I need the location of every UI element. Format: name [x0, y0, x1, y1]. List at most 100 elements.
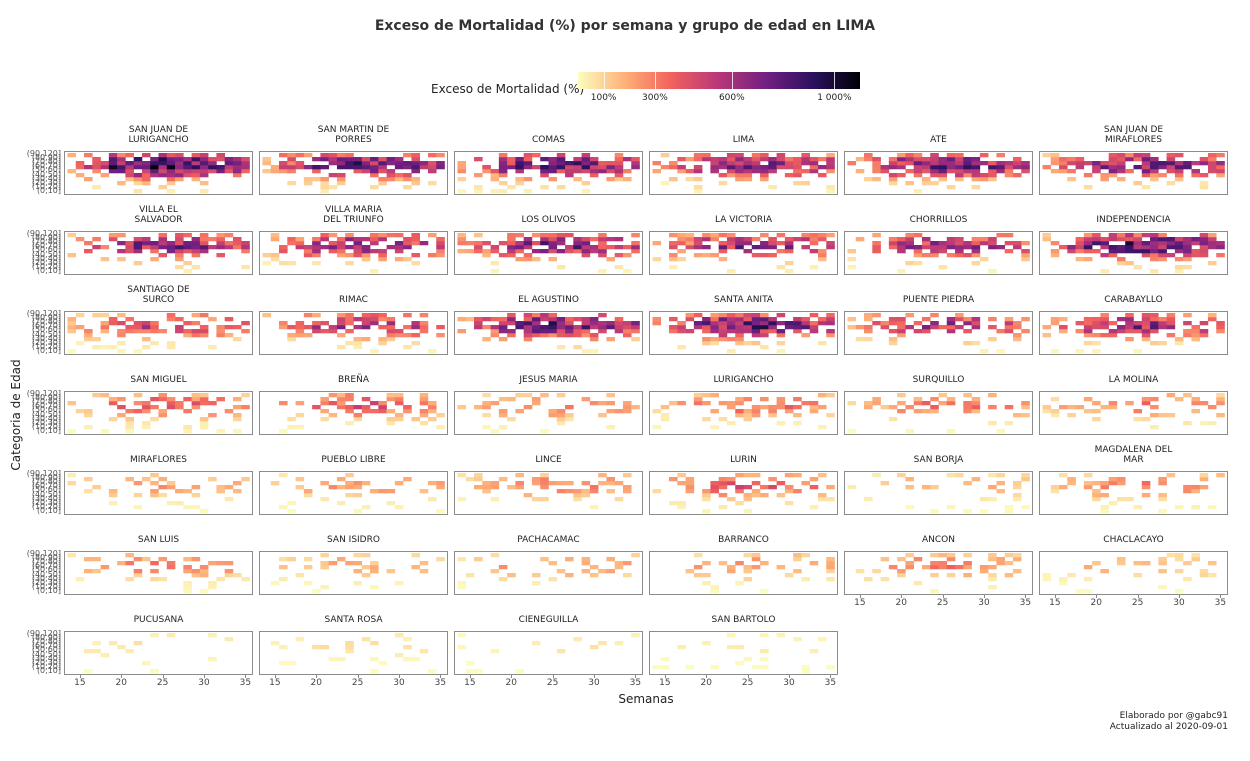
heatmap-cell	[743, 317, 753, 322]
heatmap-cell	[963, 553, 972, 558]
heatmap-cell	[776, 153, 786, 158]
heatmap-cell	[971, 397, 981, 402]
legend-tick-label: 300%	[642, 93, 668, 103]
heatmap-cell	[677, 237, 686, 242]
heatmap-cell	[67, 349, 77, 354]
heatmap-cell	[718, 161, 728, 166]
heatmap-cell	[979, 497, 989, 502]
y-axis-label: Categoria de Edad	[9, 359, 23, 471]
heatmap-cell	[963, 317, 972, 322]
heatmap-cell	[1166, 237, 1176, 242]
heatmap-cell	[784, 241, 794, 246]
heatmap-cell	[336, 177, 346, 182]
heatmap-cell	[793, 557, 802, 562]
heatmap-cell	[735, 561, 744, 566]
heatmap-cell	[303, 153, 313, 158]
heatmap-cell	[320, 237, 329, 242]
heatmap-cell	[1141, 233, 1151, 238]
heatmap-cell	[208, 633, 217, 638]
heatmap-cell	[726, 337, 736, 342]
heatmap-cell	[67, 329, 77, 334]
heatmap-cell	[191, 153, 201, 158]
heatmap-cell	[979, 565, 989, 570]
heatmap-cell	[776, 241, 786, 246]
heatmap-cell	[216, 233, 225, 238]
heatmap-cell	[540, 481, 549, 486]
heatmap-cell	[751, 153, 761, 158]
heatmap-cell	[760, 165, 769, 170]
heatmap-cell	[1100, 325, 1109, 330]
heatmap-cell	[394, 581, 404, 586]
heatmap-cell	[556, 185, 566, 190]
heatmap-cell	[183, 173, 192, 178]
heatmap-cell	[353, 341, 363, 346]
heatmap-cell	[622, 253, 632, 258]
heatmap-cell	[988, 485, 997, 490]
heatmap-cell	[295, 245, 305, 250]
heatmap-cell	[1083, 173, 1093, 178]
heatmap-cell	[548, 169, 558, 174]
heatmap-cell	[515, 181, 524, 186]
heatmap-cell	[411, 153, 420, 158]
heatmap-cell	[232, 397, 242, 402]
heatmap-cell	[702, 317, 711, 322]
heatmap-cell	[312, 261, 321, 266]
heatmap-cell	[224, 245, 234, 250]
heatmap-cell	[133, 237, 143, 242]
heatmap-cell	[888, 241, 898, 246]
heatmap-cell	[801, 237, 810, 242]
heatmap-cell	[125, 421, 134, 426]
heatmap-cell	[946, 317, 956, 322]
heatmap-cell	[141, 177, 151, 182]
heatmap-cell	[751, 341, 761, 346]
heatmap-cell	[370, 349, 379, 354]
heatmap-cell	[1021, 257, 1030, 262]
heatmap-cell	[817, 473, 827, 478]
heatmap-svg	[847, 473, 1030, 514]
heatmap-cell	[1083, 577, 1093, 582]
heatmap-cell	[141, 161, 151, 166]
heatmap-cell	[241, 169, 250, 174]
heatmap-cell	[345, 153, 354, 158]
heatmap-cell	[971, 249, 981, 254]
heatmap-cell	[84, 165, 93, 170]
heatmap-cell	[279, 565, 288, 570]
heatmap-cell	[702, 245, 711, 250]
heatmap-cell	[191, 165, 201, 170]
heatmap-cell	[718, 477, 728, 482]
heatmap-cell	[312, 245, 321, 250]
heatmap-cell	[370, 409, 379, 414]
heatmap-cell	[328, 173, 338, 178]
heatmap-cell	[930, 561, 939, 566]
heatmap-cell	[1092, 317, 1101, 322]
heatmap-cell	[457, 237, 467, 242]
heatmap-cell	[631, 329, 640, 334]
heatmap-cell	[913, 401, 923, 406]
heatmap-cell	[465, 573, 475, 578]
heatmap-cell	[971, 317, 981, 322]
y-tick-label: (90,120]	[26, 389, 61, 398]
heatmap-cell	[955, 317, 964, 322]
heatmap-cell	[1207, 165, 1217, 170]
heatmap-cell	[141, 421, 151, 426]
heatmap-cell	[150, 561, 159, 566]
heatmap-cell	[320, 645, 329, 650]
heatmap-cell	[897, 401, 906, 406]
heatmap-cell	[287, 181, 296, 186]
heatmap-cell	[436, 333, 445, 338]
heatmap-cell	[963, 481, 972, 486]
heatmap-cell	[702, 493, 711, 498]
heatmap-cell	[232, 157, 242, 162]
y-tick-label: (90,120]	[26, 149, 61, 158]
heatmap-cell	[946, 237, 956, 242]
heatmap-cell	[100, 313, 110, 318]
heatmap-cell	[817, 165, 827, 170]
y-tick-label: (50,60]	[31, 565, 61, 575]
heatmap-cell	[702, 573, 711, 578]
heatmap-cell	[133, 349, 143, 354]
heatmap-cell	[817, 493, 827, 498]
heatmap-svg	[652, 393, 835, 430]
heatmap-cell	[1116, 157, 1126, 162]
heatmap-cell	[702, 489, 711, 494]
y-tick-label: (50,60]	[31, 645, 61, 655]
